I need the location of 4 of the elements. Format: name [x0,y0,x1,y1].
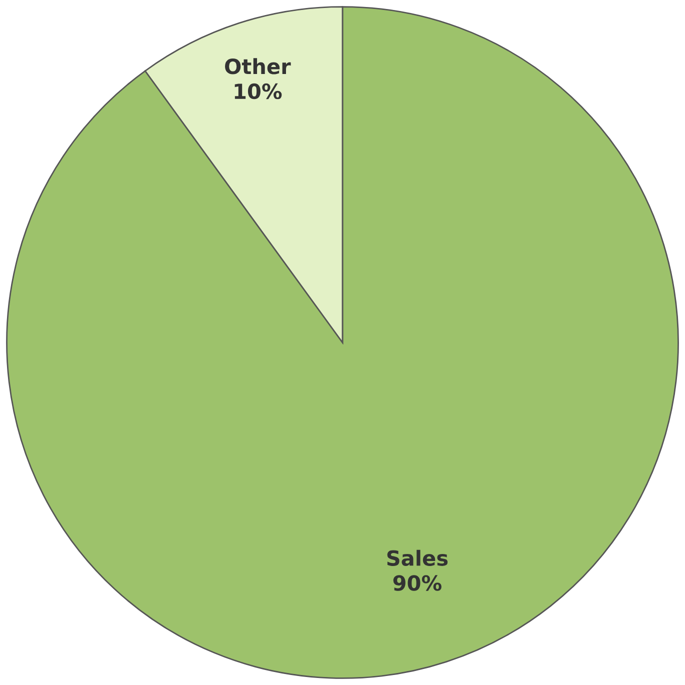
slice-label: Other [225,58,291,74]
data-label: 10% [234,83,282,100]
slice-label: Sales [387,550,448,566]
data-label: 90% [393,575,442,591]
